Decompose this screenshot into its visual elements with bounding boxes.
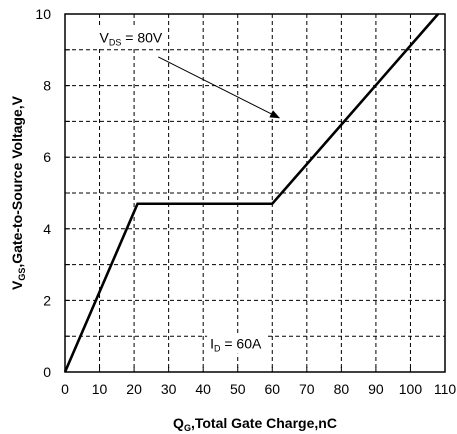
annotations: VDS = 80V ID = 60A [96, 27, 281, 354]
x-tick-label: 80 [334, 381, 350, 397]
y-tick-label: 10 [35, 6, 51, 22]
x-tick-label: 10 [92, 381, 108, 397]
x-tick-label: 110 [434, 381, 457, 397]
y-tick-label: 8 [43, 78, 51, 94]
x-tick-label: 90 [368, 381, 384, 397]
annotation-label: VDS = 80V [100, 30, 163, 48]
x-tick-label: 60 [264, 381, 280, 397]
annotation-background [207, 333, 266, 354]
x-tick-label: 20 [126, 381, 142, 397]
x-tick-label: 50 [230, 381, 246, 397]
x-tick-label: 100 [399, 381, 423, 397]
x-axis-title: QG,Total Gate Charge,nC [173, 415, 337, 433]
x-tick-label: 40 [195, 381, 211, 397]
annotation-arrow [158, 56, 281, 119]
x-tick-label: 70 [299, 381, 315, 397]
y-tick-label: 6 [43, 149, 51, 165]
ticks: 0 10 20 30 40 50 60 70 80 90 100 110 0 2 4 6 8 10 [35, 6, 456, 397]
annotation-0: VDS = 80V [96, 27, 281, 119]
annotation-1: ID = 60A [207, 333, 266, 354]
x-tick-label: 0 [61, 381, 69, 397]
y-axis-title: VGS,Gate-to-Source Voltage,V [9, 95, 27, 290]
gate-charge-series-line [63, 13, 440, 373]
annotation-background [96, 27, 166, 48]
annotation-label: ID = 60A [210, 336, 262, 354]
y-tick-label: 2 [43, 292, 51, 308]
y-tick-label: 0 [43, 364, 51, 380]
y-tick-label: 4 [43, 221, 51, 237]
x-tick-label: 30 [161, 381, 177, 397]
series-layer [63, 13, 440, 373]
